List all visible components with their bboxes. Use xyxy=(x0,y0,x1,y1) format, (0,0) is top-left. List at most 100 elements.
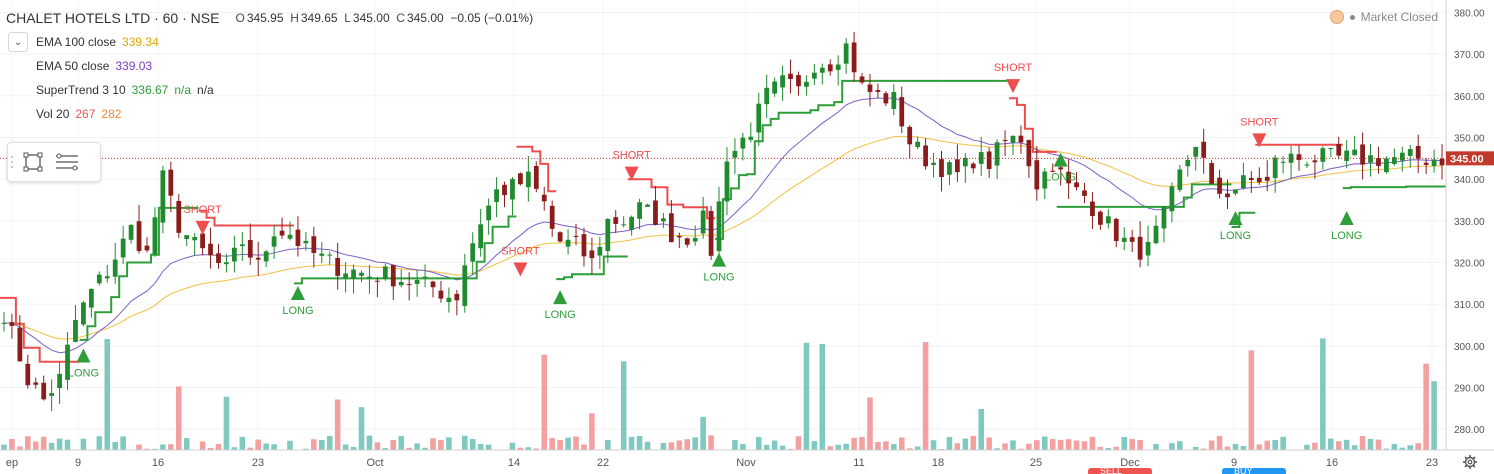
volume-bar xyxy=(605,439,611,450)
volume-bar xyxy=(1312,442,1318,450)
price-axis[interactable]: 280.00 290.00 300.00 310.00 320.00 330.00 340.… xyxy=(1445,0,1485,450)
time-tick-label: 9 xyxy=(75,457,81,469)
sell-button[interactable] xyxy=(1088,468,1152,474)
volume-bar xyxy=(207,447,214,450)
rectangle-tool-button[interactable] xyxy=(16,147,50,177)
supertrend-na-2: n/a xyxy=(197,83,214,97)
supertrend-down-segment xyxy=(0,296,80,363)
volume-bar xyxy=(891,444,897,450)
candle-body xyxy=(25,363,31,386)
market-status[interactable]: Market Closed xyxy=(1329,10,1438,24)
buy-button[interactable] xyxy=(1222,468,1286,474)
volume-bar xyxy=(1041,436,1048,450)
candle-body xyxy=(454,293,460,301)
drag-handle[interactable] xyxy=(8,147,16,177)
volume-bar xyxy=(1065,439,1072,450)
candle-body xyxy=(1058,167,1064,170)
candle-body xyxy=(1431,159,1437,167)
volume-bar xyxy=(350,447,357,450)
gear-icon[interactable] xyxy=(1462,454,1478,470)
volume-bar xyxy=(1121,437,1128,450)
volume-bar xyxy=(1232,443,1239,450)
candle-body xyxy=(883,93,889,104)
short-arrow-icon xyxy=(195,220,210,235)
time-tick-label: 16 xyxy=(152,457,164,469)
volume-bar xyxy=(334,399,341,450)
candle-body xyxy=(430,281,436,288)
price-tick-label: 300.00 xyxy=(1454,342,1485,353)
volume-bar xyxy=(581,444,587,450)
candle-body xyxy=(1399,152,1405,161)
candle-body xyxy=(692,237,698,242)
candle-body xyxy=(1209,163,1215,184)
candle-body xyxy=(1082,190,1087,196)
volume-bar xyxy=(1208,440,1215,450)
candle-body xyxy=(160,170,166,223)
indicator-supertrend[interactable]: SuperTrend 3 10 336.67 n/a n/a xyxy=(6,78,533,102)
candle-body xyxy=(33,382,39,385)
candle-body xyxy=(1391,157,1397,164)
high-value: 349.65 xyxy=(300,11,338,25)
price-tick-label: 290.00 xyxy=(1454,384,1485,395)
indicator-ema50[interactable]: EMA 50 close 339.03 xyxy=(6,54,533,78)
time-tick-label: 11 xyxy=(853,457,864,469)
volume-bar xyxy=(303,448,309,450)
candle-body xyxy=(65,344,70,380)
candle-body xyxy=(1352,149,1358,156)
volume-bar xyxy=(811,441,818,450)
volume-bar xyxy=(954,443,961,450)
candle-body xyxy=(17,327,23,362)
volume-bar xyxy=(485,444,492,450)
time-axis[interactable]: ep 9 16 23 Oct 14 22 Nov 11 18 25 Dec 9 16 23 xyxy=(0,449,1494,469)
candle-body xyxy=(518,173,523,185)
volume-bar xyxy=(1240,445,1247,450)
short-signal-label: SHORT xyxy=(994,62,1033,74)
symbol-name: CHALET HOTELS LTD xyxy=(6,10,151,26)
time-tick-label: 25 xyxy=(1030,457,1042,469)
volume-bar xyxy=(819,344,826,450)
lines-tool-button[interactable] xyxy=(50,147,84,177)
candle-body xyxy=(637,202,642,219)
volume-bar xyxy=(541,354,548,450)
market-status-text: Market Closed xyxy=(1360,10,1438,24)
volume-bars xyxy=(1,338,1437,450)
symbol-title[interactable]: CHALET HOTELS LTD · 60 · NSE xyxy=(6,10,220,26)
candle-body xyxy=(661,218,666,222)
volume-bar xyxy=(827,446,834,450)
volume-bar xyxy=(430,438,436,450)
time-tick-label: ep xyxy=(6,457,18,469)
candle-body xyxy=(796,75,801,87)
indicator-ema100[interactable]: EMA 100 close 339.34 xyxy=(6,30,533,54)
volume-bar xyxy=(1391,443,1398,450)
supertrend-na-1: n/a xyxy=(174,83,192,97)
volume-bar xyxy=(104,339,111,450)
volume-bar xyxy=(1,444,7,450)
collapse-legend-button[interactable]: ⌄ xyxy=(8,32,28,52)
supertrend-up-segment xyxy=(1342,185,1446,190)
short-arrow-icon xyxy=(624,166,639,181)
volume-bar xyxy=(875,442,881,450)
volume-bar xyxy=(239,436,246,450)
candle-body xyxy=(819,67,825,73)
candle-body xyxy=(49,393,55,396)
volume-bar xyxy=(1073,440,1080,450)
volume-bar xyxy=(628,436,635,450)
time-tick-label: 23 xyxy=(252,457,264,469)
indicator-volume[interactable]: Vol 20 267 282 xyxy=(6,102,533,126)
candle-body xyxy=(788,73,793,80)
rectangle-icon xyxy=(23,152,43,172)
volume-bar xyxy=(1018,448,1024,450)
candle-body xyxy=(422,276,428,278)
volume-bar xyxy=(1216,435,1223,450)
volume-bar xyxy=(589,413,595,450)
candle-body xyxy=(1280,161,1286,163)
volume-bar xyxy=(199,441,206,450)
volume-bar xyxy=(668,442,675,450)
candle-body xyxy=(533,165,539,189)
candle-body xyxy=(367,276,372,279)
volume-bar xyxy=(1129,439,1135,450)
volume-bar xyxy=(1431,381,1437,450)
candle-body xyxy=(573,235,579,237)
trade-buttons[interactable]: SELL BUY xyxy=(1088,466,1286,474)
